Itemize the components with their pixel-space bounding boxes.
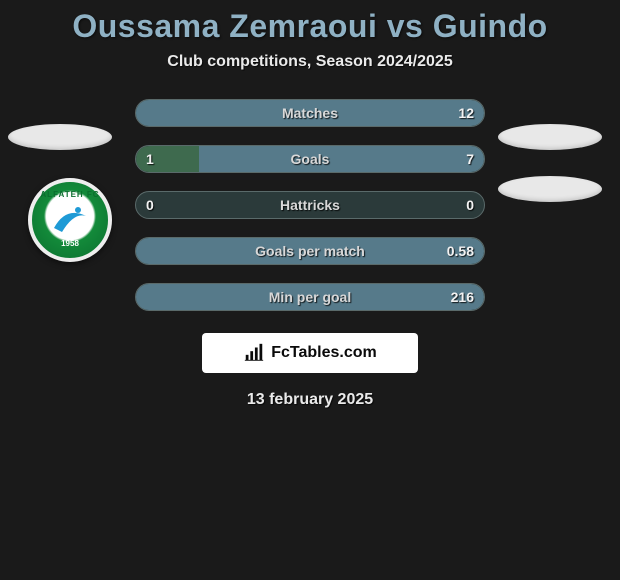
stat-row: 0 Hattricks 0 xyxy=(135,191,485,219)
placeholder-oval xyxy=(498,176,602,202)
bar-right xyxy=(199,146,484,172)
stat-label: Hattricks xyxy=(280,197,340,213)
stat-row: Min per goal 216 xyxy=(135,283,485,311)
placeholder-oval xyxy=(498,124,602,150)
branding-badge: FcTables.com xyxy=(202,333,418,373)
stat-label: Goals xyxy=(291,151,330,167)
stat-row: 1 Goals 7 xyxy=(135,145,485,173)
club-badge: ALFATEH FC 1958 xyxy=(28,178,112,262)
stat-value-right: 0.58 xyxy=(447,243,474,259)
club-swoosh-icon xyxy=(48,198,92,242)
placeholder-oval xyxy=(8,124,112,150)
stat-label: Matches xyxy=(282,105,338,121)
branding-text: FcTables.com xyxy=(271,344,377,362)
chart-icon xyxy=(243,342,265,364)
stat-label: Goals per match xyxy=(255,243,365,259)
date-label: 13 february 2025 xyxy=(0,391,620,409)
stat-value-left: 0 xyxy=(146,197,154,213)
stat-row: Goals per match 0.58 xyxy=(135,237,485,265)
page-title: Oussama Zemraoui vs Guindo xyxy=(0,8,620,45)
stat-value-right: 216 xyxy=(451,289,474,305)
stat-value-right: 7 xyxy=(466,151,474,167)
stat-value-right: 12 xyxy=(458,105,474,121)
club-badge-text: ALFATEH FC xyxy=(40,190,99,199)
club-badge-year: 1958 xyxy=(61,239,79,248)
stat-value-left: 1 xyxy=(146,151,154,167)
stat-label: Min per goal xyxy=(269,289,351,305)
stat-value-right: 0 xyxy=(466,197,474,213)
subtitle: Club competitions, Season 2024/2025 xyxy=(0,53,620,71)
stat-row: Matches 12 xyxy=(135,99,485,127)
